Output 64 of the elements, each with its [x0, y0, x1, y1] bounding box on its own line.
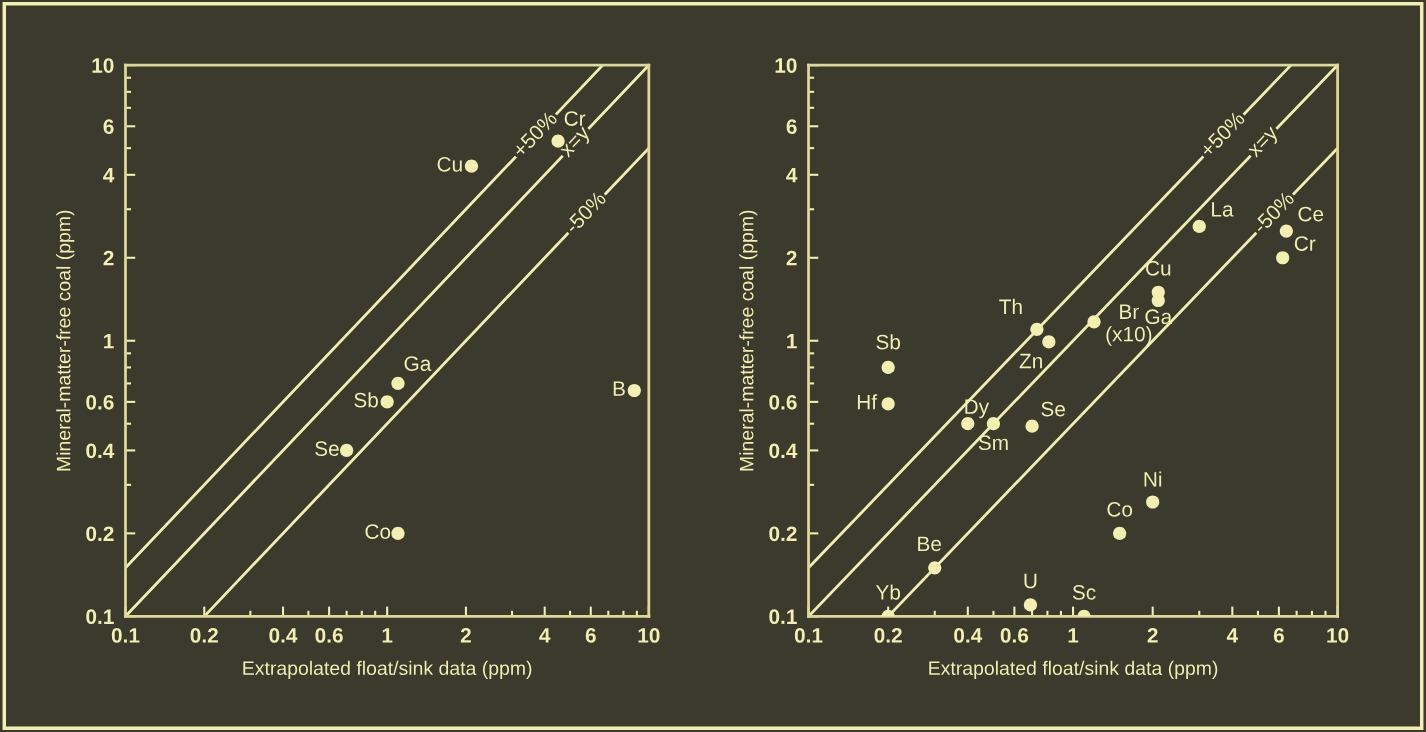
- x-tick-label: 1: [1068, 628, 1079, 643]
- y-tick-label: 0.4: [86, 443, 115, 459]
- annotation: Cr: [564, 111, 586, 126]
- annotation: Sb: [876, 334, 901, 350]
- y-tick-label: 0.2: [769, 526, 797, 542]
- annotation: Zn: [1019, 353, 1042, 369]
- annotation: Co: [365, 524, 391, 539]
- x-tick-label: 2: [460, 628, 471, 643]
- x-axis-title: Extrapolated float/sink data (ppm): [243, 660, 532, 679]
- annotation: Ga: [1145, 309, 1173, 325]
- text: x=y: [560, 126, 594, 161]
- annotation: Cu: [1146, 260, 1171, 276]
- y-tick-label: 0.6: [769, 394, 797, 410]
- x-tick-label: 6: [585, 628, 596, 643]
- annotation: Cr: [1294, 236, 1316, 251]
- annotation: Cu: [437, 157, 462, 172]
- annotation: Se: [315, 441, 339, 457]
- x-tick-label: 0.6: [315, 628, 343, 643]
- y-axis-title: Mineral-matter-free coal (ppm): [739, 210, 758, 471]
- y-tick-label: 2: [103, 250, 114, 266]
- x-tick-label: 0.4: [269, 628, 298, 643]
- annotation: Sb: [354, 392, 378, 408]
- x-tick-label: 0.2: [190, 628, 218, 643]
- x-tick-label: 10: [638, 628, 660, 643]
- y-tick-label: 1: [787, 333, 797, 349]
- y-tick-label: 6: [786, 119, 797, 135]
- x-tick-label: 0.2: [874, 628, 902, 643]
- y-tick-label: 10: [775, 58, 797, 73]
- y-tick-label: 2: [786, 250, 797, 266]
- y-tick-label: 0.1: [86, 609, 114, 625]
- annotation: Ga: [404, 356, 432, 371]
- annotation: Sm: [978, 435, 1008, 451]
- x-tick-label: 4: [539, 628, 551, 643]
- y-tick-label: 10: [92, 58, 114, 73]
- y-tick-label: 0.2: [86, 526, 114, 542]
- y-tick-label: 4: [786, 168, 798, 183]
- annotation: Be: [918, 536, 942, 552]
- x-axis-title: Extrapolated float/sink data (ppm): [929, 660, 1218, 679]
- annotation: Co: [1107, 502, 1133, 517]
- x-tick-label: 6: [1273, 628, 1284, 643]
- annotation: U: [1024, 573, 1037, 589]
- x-tick-label: 0.6: [1000, 628, 1029, 643]
- annotation: B: [613, 381, 625, 396]
- annotation: La: [1212, 202, 1234, 217]
- text: x=y: [1248, 126, 1282, 161]
- y-tick-label: 0.6: [86, 394, 114, 410]
- annotation: Se: [1041, 401, 1065, 417]
- x-tick-label: 2: [1147, 628, 1158, 643]
- annotation: Hf: [857, 394, 878, 410]
- annotation: Yb: [875, 584, 901, 600]
- x-tick-label: 10: [1327, 628, 1349, 643]
- annotation: Ni: [1144, 471, 1162, 487]
- x-tick-label: 4: [1226, 628, 1239, 643]
- y-tick-label: 6: [103, 119, 114, 135]
- annotation: Sc: [1072, 584, 1096, 600]
- annotation: Ce: [1298, 206, 1324, 222]
- y-tick-label: 4: [103, 168, 115, 183]
- x-tick-label: 1: [382, 628, 393, 643]
- y-tick-label: 0.4: [769, 443, 798, 459]
- y-axis-title: Mineral-matter-free coal (ppm): [56, 210, 75, 471]
- x-tick-label: 0.4: [954, 628, 983, 643]
- y-tick-label: 0.1: [769, 609, 797, 625]
- y-tick-label: 1: [104, 333, 114, 349]
- annotation: Th: [999, 298, 1022, 314]
